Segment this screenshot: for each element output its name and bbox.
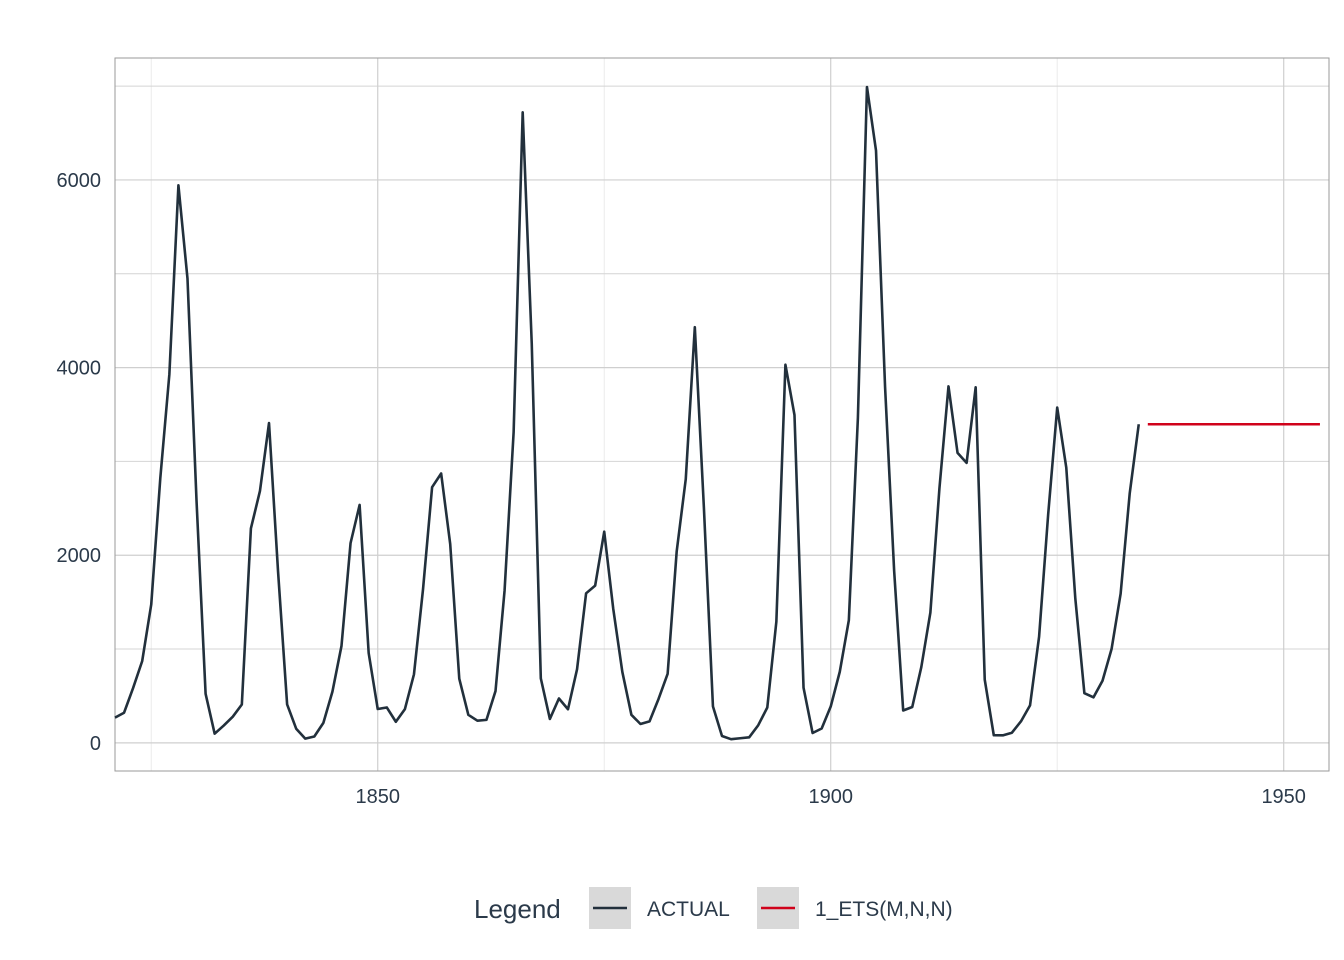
x-tick-label: 1850 — [355, 786, 400, 808]
x-tick-label: 1950 — [1261, 786, 1306, 808]
series-layer — [114, 85, 1320, 741]
y-axis-tick-labels: 0 2000 4000 6000 — [57, 170, 102, 755]
y-tick-label: 0 — [90, 733, 101, 755]
legend-label: ACTUAL — [647, 898, 730, 921]
y-tick-label: 4000 — [57, 358, 102, 380]
y-tick-label: 2000 — [57, 545, 102, 567]
series-line-actual — [114, 85, 1141, 741]
y-tick-label: 6000 — [57, 170, 102, 192]
minor-gridlines — [115, 58, 1329, 771]
plot-panel-border — [114, 57, 1330, 772]
major-gridlines — [115, 58, 1329, 771]
legend-label: 1_ETS(M,N,N) — [815, 898, 953, 921]
x-tick-label: 1900 — [808, 786, 853, 808]
legend: Legend ACTUAL 1_ETS(M,N,N) — [474, 887, 953, 929]
legend-title: Legend — [474, 894, 561, 924]
x-axis-tick-labels: 1850 1900 1950 — [355, 786, 1305, 808]
